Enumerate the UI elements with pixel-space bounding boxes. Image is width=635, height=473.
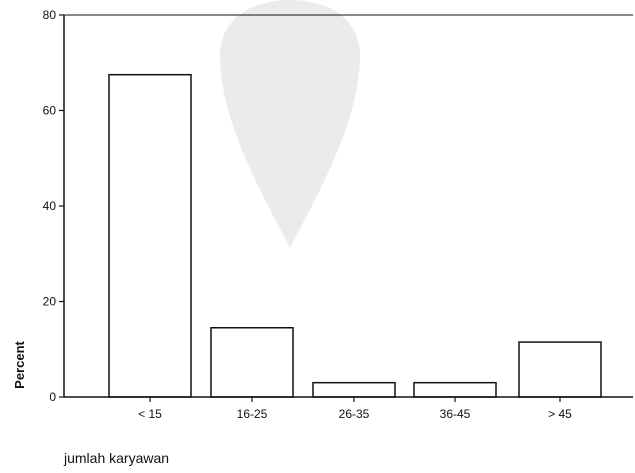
x-tick-label: < 15 — [138, 407, 162, 421]
bar — [518, 341, 602, 398]
watermark-shape — [220, 0, 360, 248]
y-axis-ticks: 0 20 40 60 80 — [43, 8, 64, 404]
x-tick-label: 26-35 — [339, 407, 370, 421]
y-tick-label: 40 — [43, 199, 57, 213]
bar — [312, 381, 396, 398]
x-tick-label: 36-45 — [440, 407, 471, 421]
bar — [413, 381, 497, 398]
y-tick-label: 20 — [43, 295, 57, 309]
y-tick-label: 60 — [43, 104, 57, 118]
y-tick-label: 80 — [43, 8, 57, 22]
x-axis-title: jumlah karyawan — [64, 450, 170, 466]
y-tick-label: 0 — [49, 390, 56, 404]
y-axis-title: Percent — [12, 340, 27, 388]
bar — [210, 327, 294, 398]
x-tick-label: > 45 — [548, 407, 572, 421]
x-axis-ticks: < 15 16-25 26-35 36-45 > 45 — [138, 397, 572, 421]
plot-area — [108, 73, 602, 398]
x-tick-label: 16-25 — [237, 407, 268, 421]
bar — [108, 73, 192, 398]
